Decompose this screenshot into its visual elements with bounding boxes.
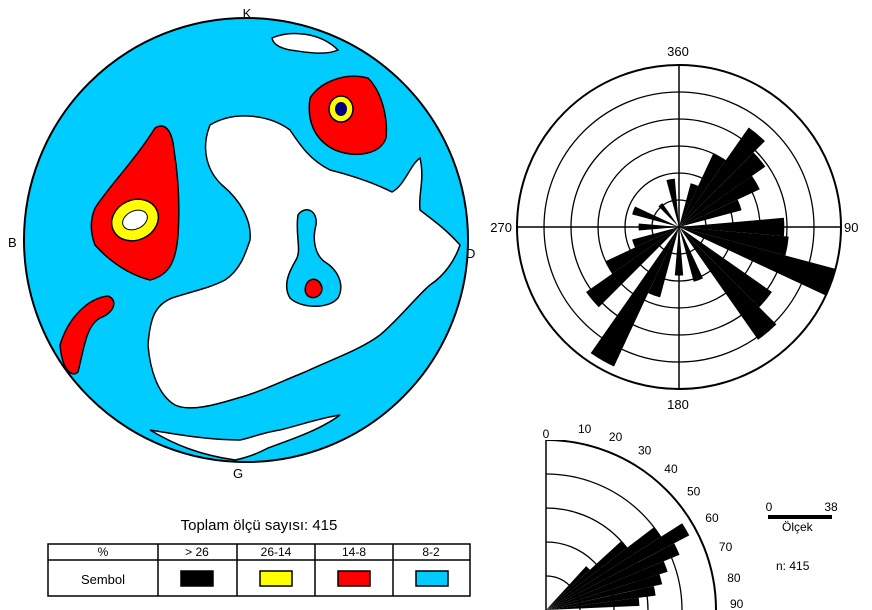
dip-label: 80 [727, 571, 741, 585]
cyan-island [285, 209, 342, 307]
legend-swatch-cyan [415, 570, 449, 587]
rose-petal [648, 227, 679, 298]
red-contour-center [304, 278, 323, 299]
stereonet-outline [23, 17, 469, 463]
dip-petal [546, 574, 663, 610]
black-core [335, 102, 347, 116]
legend-swatch-yellow [259, 570, 293, 587]
scale-line [768, 515, 832, 519]
legend-range-2: 26-14 [261, 545, 292, 559]
label-north: K [243, 6, 252, 21]
rose-diagram: 360 90 180 270 [490, 44, 858, 412]
rose-petal [679, 227, 772, 308]
legend-swatch-black [180, 570, 214, 587]
rose-label-270: 270 [490, 220, 512, 235]
dip-label: 90 [730, 597, 744, 610]
legend-swatch-red [337, 570, 371, 587]
dip-label: 30 [638, 444, 652, 458]
label-east: D [466, 246, 475, 261]
rose-petal [658, 203, 679, 227]
dip-label: 10 [578, 422, 592, 436]
scale-max: 38 [824, 500, 838, 514]
rose-petal [679, 227, 703, 282]
rose-petal [679, 199, 742, 227]
dip-petal [546, 527, 661, 610]
rose-label-90: 90 [844, 220, 858, 235]
rose-petals [586, 127, 836, 367]
legend-header: % [98, 545, 109, 559]
dip-histogram: 0 10 20 30 40 50 60 70 80 90 [543, 422, 744, 610]
yellow-ring-inner [122, 209, 148, 231]
legend-range-3: 14-8 [342, 545, 366, 559]
dip-petal [546, 523, 690, 610]
stereonet: K B D G [8, 6, 475, 481]
rose-petal [679, 152, 766, 227]
rose-petal [632, 227, 679, 248]
dip-label: 70 [719, 540, 733, 554]
dip-petal [546, 543, 680, 610]
dip-petal [546, 586, 656, 610]
dip-label: 50 [687, 485, 701, 499]
rose-petal [605, 227, 679, 274]
rose-petal [590, 227, 679, 367]
legend-row-label: Sembol [81, 572, 125, 587]
scale-min: 0 [766, 500, 773, 514]
rose-petal [679, 183, 699, 227]
rose-petal [679, 227, 836, 296]
total-count: Toplam ölçü sayısı: 415 [181, 517, 338, 534]
dip-label: 40 [664, 462, 678, 476]
dip-petal [546, 561, 668, 610]
label-west: B [8, 235, 17, 250]
scale-label: Ölçek [782, 520, 814, 534]
rose-petal [679, 175, 760, 227]
rose-petal [679, 227, 789, 256]
dip-ring [545, 440, 717, 610]
rose-label-360: 360 [667, 44, 689, 59]
rose-petal [679, 153, 726, 227]
scale-bar: 0 38 Ölçek n: 415 [766, 500, 838, 573]
dip-label: 0 [543, 427, 550, 441]
rose-petal [679, 127, 765, 227]
dip-petal [546, 541, 627, 610]
rose-label-180: 180 [667, 397, 689, 412]
dip-label: 60 [705, 511, 719, 525]
rose-petal [666, 178, 679, 227]
legend-range-1: > 26 [185, 545, 209, 559]
dip-petals [546, 523, 690, 610]
rose-petal [586, 227, 679, 308]
red-contour-west [59, 295, 115, 375]
dip-petal [546, 597, 640, 610]
dip-petal [546, 566, 590, 610]
dip-labels: 0 10 20 30 40 50 60 70 80 90 [543, 422, 744, 610]
measurement-count: n: 415 [776, 559, 810, 573]
rose-petal [679, 227, 777, 340]
white-region-top [271, 32, 340, 54]
label-south: G [233, 466, 243, 481]
rose-petal [632, 206, 679, 227]
legend-table: % Sembol > 26 26-14 14-8 8-2 [47, 543, 471, 597]
dip-ring [545, 473, 683, 610]
dip-label: 20 [609, 430, 623, 444]
white-region-bottom [149, 414, 341, 461]
legend-range-4: 8-2 [422, 545, 440, 559]
